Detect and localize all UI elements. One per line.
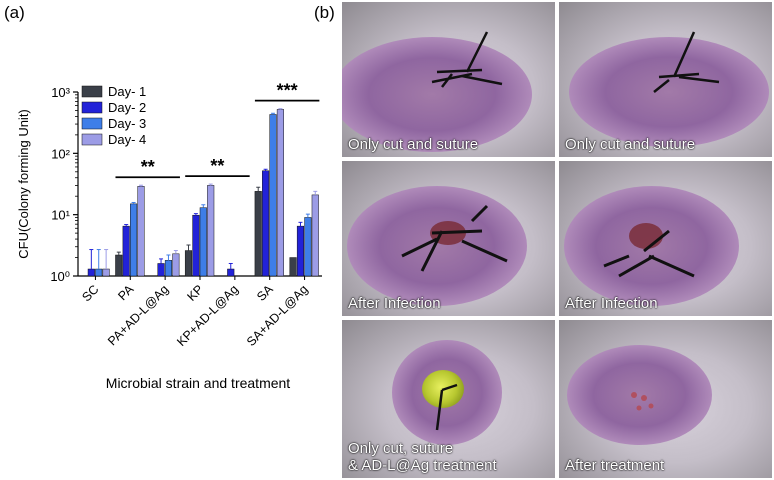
panel-label-b: (b) — [314, 3, 335, 22]
significance-label: ** — [210, 156, 224, 176]
y-tick-label: 10² — [51, 146, 70, 161]
legend-label: Day- 4 — [108, 132, 146, 147]
bar — [311, 194, 319, 277]
bar — [304, 217, 312, 277]
legend-label: Day- 2 — [108, 100, 146, 115]
photo-2-caption: Only cut and suture — [565, 136, 696, 153]
y-tick-label: 10³ — [51, 85, 70, 100]
legend-swatch — [81, 117, 103, 130]
bar — [262, 170, 270, 277]
legend-swatch — [81, 133, 103, 146]
bar — [87, 268, 95, 277]
bar — [184, 250, 193, 277]
photo-2: Only cut and suture — [559, 2, 772, 157]
significance-label: *** — [277, 81, 298, 101]
y-axis-label: CFU(Colony forming Unit) — [16, 109, 31, 259]
photo-4: After Infection — [559, 161, 772, 316]
bar — [254, 191, 262, 277]
bar — [95, 268, 103, 277]
healed-marks-6 — [631, 392, 654, 411]
photo-6: After treatment — [559, 320, 772, 478]
bar — [115, 254, 123, 277]
y-tick-label: 10¹ — [51, 208, 70, 223]
photo-1-caption: Only cut and suture — [348, 136, 479, 153]
bar — [227, 268, 235, 277]
x-tick-label: SA — [254, 282, 276, 304]
photo-4-caption: After Infection — [565, 295, 658, 312]
photo-1: Only cut and suture — [342, 2, 555, 157]
panel-label-a: (a) — [4, 3, 25, 22]
bar — [164, 260, 172, 277]
bar — [269, 114, 277, 277]
bar — [276, 109, 284, 277]
suture-1 — [431, 31, 503, 88]
legend-swatch — [81, 85, 103, 98]
photo-3: After Infection — [342, 161, 555, 316]
bar — [207, 185, 215, 277]
x-tick-label: PA — [115, 282, 137, 304]
bar — [130, 203, 138, 277]
x-tick-label: KP — [184, 282, 206, 304]
x-tick-label: PA+AD-L@Ag — [105, 282, 171, 348]
photo-6-caption: After treatment — [565, 457, 665, 474]
x-tick-label: KP+AD-L@Ag — [174, 282, 241, 349]
bar — [157, 263, 165, 277]
bar — [199, 207, 207, 277]
y-tick-label: 10⁰ — [50, 269, 70, 284]
photo-5-caption: Only cut, suture & AD-L@Ag treatment — [348, 440, 497, 474]
suture-4 — [603, 229, 695, 278]
legend-label: Day- 1 — [108, 84, 146, 99]
significance-label: ** — [141, 157, 155, 177]
bar — [122, 225, 130, 277]
x-axis-label: Microbial strain and treatment — [106, 375, 291, 391]
bar — [296, 225, 305, 277]
legend-swatch — [81, 101, 103, 114]
bar — [289, 257, 297, 277]
bar — [192, 214, 200, 277]
photo-5: Only cut, suture & AD-L@Ag treatment — [342, 320, 555, 478]
photo-3-caption: After Infection — [348, 295, 441, 312]
bar — [172, 253, 180, 277]
suture-5 — [435, 383, 458, 431]
suture-2 — [653, 31, 720, 93]
x-tick-label: SA+AD-L@Ag — [244, 282, 311, 349]
bar — [102, 268, 110, 277]
legend-label: Day- 3 — [108, 116, 146, 131]
bar — [137, 186, 145, 277]
suture-3 — [401, 204, 508, 272]
x-tick-label: SC — [79, 282, 101, 304]
